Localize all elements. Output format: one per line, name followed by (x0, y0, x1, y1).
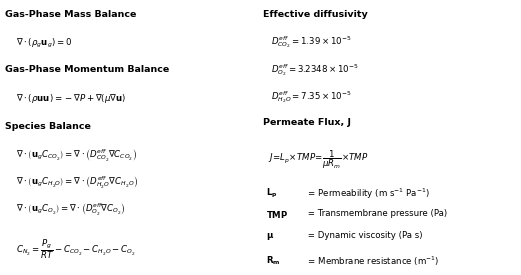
Text: $J\!=\!L_p\!\times\!TMP\!=\!\dfrac{1}{\mu R_m}\!\times\!TMP$: $J\!=\!L_p\!\times\!TMP\!=\!\dfrac{1}{\m… (268, 148, 369, 171)
Text: $\nabla\cdot\left(\mathbf{u}_g C_{H_2O}\right)=\nabla\cdot\left(D^{eff}_{H_2O}\n: $\nabla\cdot\left(\mathbf{u}_g C_{H_2O}\… (16, 174, 138, 190)
Text: $\mathbf{\mu}$: $\mathbf{\mu}$ (266, 231, 274, 242)
Text: Permeate Flux, J: Permeate Flux, J (263, 118, 351, 127)
Text: $\mathbf{L_p}$: $\mathbf{L_p}$ (266, 187, 277, 200)
Text: = Dynamic viscosity (Pa s): = Dynamic viscosity (Pa s) (305, 231, 423, 240)
Text: $\nabla \cdot\left(\rho_g\mathbf{u}_g\right)=0$: $\nabla \cdot\left(\rho_g\mathbf{u}_g\ri… (16, 37, 72, 50)
Text: Gas-Phase Mass Balance: Gas-Phase Mass Balance (5, 10, 137, 19)
Text: $D^{eff}_{O_2}=3.2348\times10^{-5}$: $D^{eff}_{O_2}=3.2348\times10^{-5}$ (271, 62, 359, 78)
Text: = Transmembrane pressure (Pa): = Transmembrane pressure (Pa) (305, 209, 447, 218)
Text: $\nabla \cdot(\rho\mathbf{u}\mathbf{u})=-\nabla P+\nabla(\mu\nabla\mathbf{u})$: $\nabla \cdot(\rho\mathbf{u}\mathbf{u})=… (16, 92, 126, 105)
Text: = Membrane resistance (m$^{-1}$): = Membrane resistance (m$^{-1}$) (305, 254, 439, 268)
Text: Effective diffusivity: Effective diffusivity (263, 10, 368, 19)
Text: = Permeability (m s$^{-1}$ Pa$^{-1}$): = Permeability (m s$^{-1}$ Pa$^{-1}$) (305, 187, 430, 201)
Text: $D^{eff}_{H_2O}=7.35\times10^{-5}$: $D^{eff}_{H_2O}=7.35\times10^{-5}$ (271, 89, 352, 105)
Text: $\nabla\cdot\left(\mathbf{u}_g C_{CO_2}\right)=\nabla\cdot\left(D^{eff}_{CO_2}\n: $\nabla\cdot\left(\mathbf{u}_g C_{CO_2}\… (16, 147, 137, 163)
Text: $\mathbf{R_m}$: $\mathbf{R_m}$ (266, 254, 280, 267)
Text: $\mathbf{TMP}$: $\mathbf{TMP}$ (266, 209, 288, 220)
Text: Species Balance: Species Balance (5, 122, 91, 131)
Text: $\nabla\cdot\left(\mathbf{u}_g C_{O_2}\right)=\nabla\cdot\left(D^{eff}_{O_2}\nab: $\nabla\cdot\left(\mathbf{u}_g C_{O_2}\r… (16, 201, 125, 217)
Text: $D^{eff}_{CO_2}=1.39\times10^{-5}$: $D^{eff}_{CO_2}=1.39\times10^{-5}$ (271, 34, 352, 50)
Text: Gas-Phase Momentum Balance: Gas-Phase Momentum Balance (5, 65, 169, 74)
Text: $C_{N_2}=\dfrac{P_g}{RT}-C_{CO_2}-C_{H_2O}-C_{O_2}$: $C_{N_2}=\dfrac{P_g}{RT}-C_{CO_2}-C_{H_2… (16, 238, 135, 262)
